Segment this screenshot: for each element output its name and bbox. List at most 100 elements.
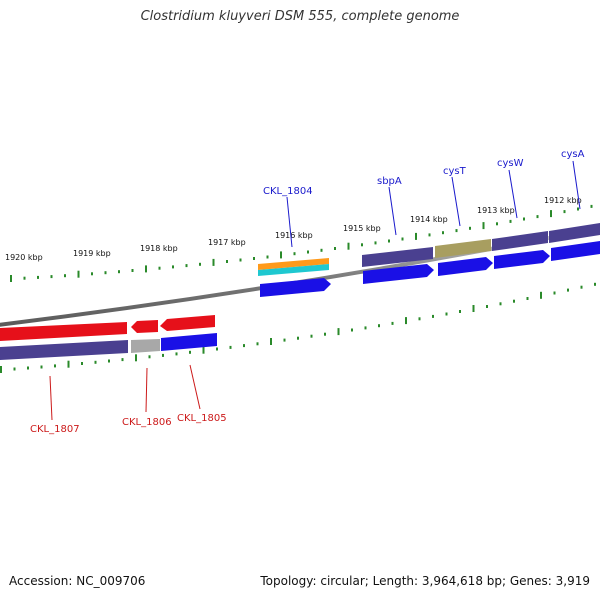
kbp-label: 1920 kbp [5,253,43,262]
minor-tick [256,342,259,346]
major-tick [0,366,2,373]
major-tick [212,258,215,266]
gene-arrow-cysa[interactable] [551,241,600,261]
gene-block-cysw[interactable] [492,231,548,251]
minor-tick [445,312,448,316]
major-tick [415,232,417,240]
gene-arrow-ckl-1807[interactable] [0,322,127,341]
gene-label-cysa[interactable]: cysA [561,149,585,160]
gene-arrow-cyst[interactable] [438,257,493,276]
minor-tick [64,274,66,278]
label-leader [189,364,201,410]
kbp-label: 1918 kbp [140,244,178,253]
minor-tick [23,276,26,280]
minor-tick [401,237,404,241]
gene-arrow-ckl-1806[interactable] [131,320,158,333]
kbp-label: 1916 kbp [275,231,313,240]
label-leader [286,196,293,248]
kbp-label: 1915 kbp [343,224,381,233]
major-tick [405,317,407,325]
minor-tick [199,262,201,266]
minor-tick [486,305,488,308]
upper-tick-ruler [10,204,593,282]
kbp-label: 1912 kbp [544,196,582,205]
forward-strand [258,223,600,297]
minor-tick [334,247,336,250]
minor-tick [158,266,161,270]
minor-tick [324,332,326,336]
gene-block-ckl-1804-cyan[interactable] [258,264,329,276]
gene-arrow-ckl-1804[interactable] [260,278,331,297]
gene-label-cyst[interactable]: cysT [443,166,467,177]
gene-label-ckl-1804[interactable]: CKL_1804 [263,186,313,197]
minor-tick [81,362,83,365]
label-leader [49,375,53,421]
accession-text: Accession: NC_009706 [9,574,146,588]
minor-tick [442,231,444,235]
minor-tick [523,217,525,221]
gene-arrow-ckl-1805[interactable] [160,315,215,331]
gene-block-cysa[interactable] [549,223,600,243]
minor-tick [374,241,377,245]
major-tick [67,360,70,368]
label-leader [451,176,461,227]
minor-tick [175,352,178,356]
gene-block-ckl-1807[interactable] [0,340,128,360]
minor-tick [388,239,390,243]
minor-tick [239,258,242,262]
gene-arrow-sbpa[interactable] [363,264,434,284]
gene-label-ckl-1807[interactable]: CKL_1807 [30,424,80,435]
map-title: Clostridium kluyveri DSM 555, complete g… [140,9,460,24]
label-leader [388,186,397,236]
minor-tick [283,338,286,342]
lower-tick-ruler [0,282,596,373]
major-tick [280,251,282,259]
minor-tick [104,271,107,275]
minor-tick [226,260,228,263]
minor-tick [391,321,394,325]
gene-block-ckl-1806[interactable] [131,339,160,353]
minor-tick [94,360,97,364]
kbp-label: 1919 kbp [73,249,111,258]
minor-tick [577,207,579,211]
minor-tick [131,269,134,272]
gene-block-ckl-1804-orange[interactable] [258,258,329,270]
minor-tick [27,366,29,370]
major-tick [540,291,542,299]
minor-tick [594,282,596,286]
minor-tick [361,243,363,247]
major-tick [10,275,12,282]
gene-label-sbpa[interactable]: sbpA [377,176,402,187]
gene-block-ckl-1805[interactable] [161,333,217,351]
minor-tick [307,250,309,254]
minor-tick [243,344,245,348]
gene-block-sbpa[interactable] [362,247,433,267]
major-tick [202,346,205,354]
minor-tick [513,299,515,303]
gene-label-cysw[interactable]: cysW [497,158,524,169]
major-tick [482,222,485,230]
minor-tick [418,317,421,321]
minor-tick [253,257,255,260]
forward-gene-labels: CKL_1804 sbpA cysT cysW cysA [263,149,585,248]
gene-label-ckl-1805[interactable]: CKL_1805 [177,413,227,424]
major-tick [347,242,350,250]
minor-tick [185,264,188,268]
gene-label-ckl-1806[interactable]: CKL_1806 [122,417,172,428]
gene-arrow-cysw[interactable] [494,250,550,269]
major-tick [145,265,147,273]
genome-summary-text: Topology: circular; Length: 3,964,618 bp… [260,574,590,588]
minor-tick [162,353,164,357]
minor-tick [172,265,174,269]
minor-tick [590,204,593,208]
gene-block-cyst[interactable] [435,239,491,258]
minor-tick [364,326,367,330]
major-tick [472,305,475,312]
minor-tick [121,358,124,362]
reverse-strand [0,315,217,360]
minor-tick [91,272,93,276]
minor-tick [553,291,556,295]
minor-tick [108,359,110,363]
